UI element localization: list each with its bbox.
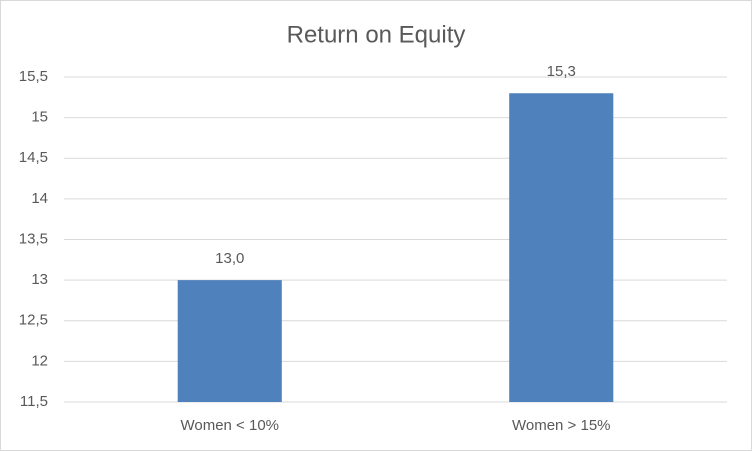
- chart-title: Return on Equity: [287, 21, 466, 48]
- value-label: 13,0: [215, 250, 244, 267]
- y-tick-label: 13: [31, 271, 48, 288]
- x-tick-label: Women > 15%: [512, 417, 611, 434]
- y-tick-label: 13,5: [19, 230, 48, 247]
- y-tick-label: 12: [31, 352, 48, 369]
- x-tick-label: Women < 10%: [180, 417, 279, 434]
- y-tick-label: 14,5: [19, 149, 48, 166]
- value-label: 15,3: [547, 63, 576, 80]
- y-tick-label: 11,5: [20, 393, 48, 410]
- bar: [509, 93, 614, 402]
- y-tick-label: 15,5: [19, 68, 48, 85]
- y-tick-label: 15: [31, 109, 48, 126]
- y-tick-label: 12,5: [19, 312, 48, 329]
- bar: [177, 280, 282, 402]
- y-tick-label: 14: [31, 190, 48, 207]
